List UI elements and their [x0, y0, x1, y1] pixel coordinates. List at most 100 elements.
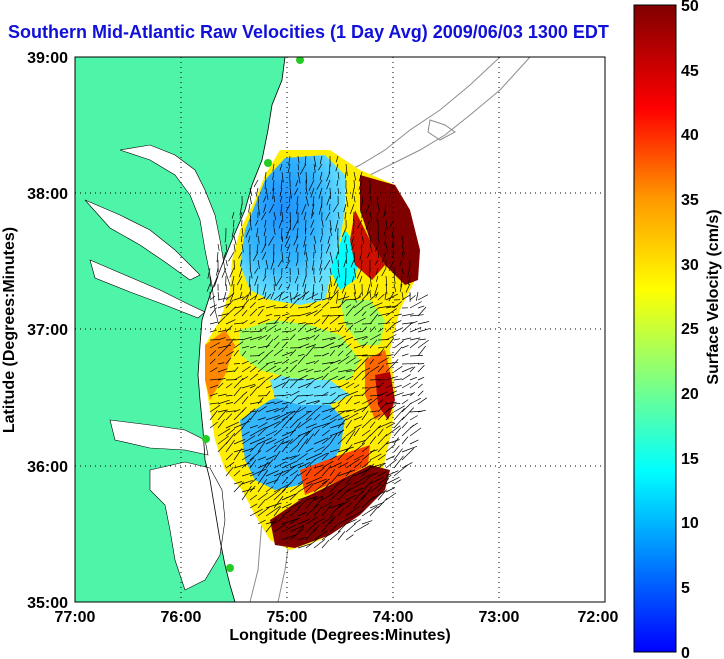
velocity-vector	[337, 482, 352, 493]
velocity-vector	[313, 405, 322, 413]
velocity-vector	[353, 384, 360, 389]
velocity-vector	[311, 291, 315, 300]
velocity-vector	[233, 349, 239, 357]
velocity-vector	[313, 530, 328, 541]
velocity-vector	[313, 359, 320, 365]
velocity-vector	[361, 235, 365, 244]
velocity-vector	[241, 366, 251, 373]
velocity-vector	[377, 391, 388, 397]
velocity-vector	[385, 455, 396, 461]
velocity-vector	[361, 479, 373, 493]
velocity-vector	[217, 441, 228, 453]
velocity-vector	[329, 502, 345, 509]
velocity-vector	[369, 307, 380, 317]
velocity-vector	[273, 400, 283, 405]
velocity-vector	[297, 374, 308, 381]
velocity-vector	[329, 462, 342, 469]
velocity-vector	[385, 384, 393, 389]
velocity-vector	[353, 359, 362, 365]
velocity-vector	[233, 296, 244, 301]
velocity-vector	[261, 243, 267, 254]
velocity-vector	[353, 354, 368, 357]
velocity-vector	[321, 418, 337, 429]
velocity-vector	[281, 316, 290, 325]
velocity-vector	[305, 171, 307, 184]
velocity-vector	[289, 359, 298, 365]
velocity-vector	[281, 518, 300, 525]
velocity-vector	[273, 488, 286, 501]
velocity-vector	[273, 361, 283, 365]
velocity-vector	[344, 235, 347, 243]
velocity-vector	[401, 402, 412, 413]
velocity-vector	[353, 454, 364, 461]
velocity-vector	[207, 267, 211, 279]
velocity-vector	[209, 378, 222, 381]
velocity-vector	[240, 259, 243, 267]
velocity-vector	[305, 410, 313, 413]
velocity-vector	[337, 524, 347, 533]
velocity-vector	[265, 489, 281, 501]
velocity-vector	[239, 291, 243, 299]
velocity-vector	[377, 365, 385, 373]
velocity-vector	[305, 538, 319, 549]
velocity-vector	[294, 275, 299, 284]
velocity-vector	[273, 461, 287, 469]
velocity-vector	[256, 227, 259, 238]
velocity-vector	[377, 312, 390, 317]
velocity-vector	[297, 291, 310, 301]
velocity-vector	[391, 251, 395, 258]
velocity-vector	[272, 179, 275, 192]
velocity-vector	[233, 481, 243, 485]
velocity-vector	[312, 171, 315, 180]
velocity-vector	[217, 316, 226, 325]
velocity-vector	[337, 429, 344, 437]
velocity-vector	[337, 340, 347, 349]
velocity-vector	[385, 405, 397, 413]
colorbar-tick-label: 30	[681, 257, 699, 274]
velocity-vector	[393, 405, 405, 413]
velocity-vector	[385, 487, 396, 493]
velocity-vector	[248, 203, 251, 213]
velocity-vector	[249, 468, 267, 477]
velocity-vector	[318, 163, 323, 171]
velocity-vector	[238, 251, 243, 259]
velocity-vector	[417, 294, 429, 301]
velocity-vector	[325, 211, 331, 221]
velocity-vector	[233, 427, 244, 437]
velocity-vector	[341, 291, 347, 304]
velocity-vector	[318, 203, 323, 215]
velocity-vector	[297, 417, 312, 429]
velocity-vector	[233, 329, 243, 333]
velocity-vector	[257, 479, 268, 493]
colorbar-tick-label: 15	[681, 451, 699, 468]
velocity-vector	[225, 402, 234, 405]
velocity-vector	[265, 430, 277, 437]
velocity-vector	[369, 291, 372, 299]
velocity-vector	[321, 342, 335, 349]
velocity-vector	[249, 508, 263, 517]
velocity-vector	[369, 195, 373, 206]
velocity-vector	[289, 482, 304, 493]
velocity-vector	[225, 325, 233, 333]
velocity-vector	[233, 259, 235, 270]
velocity-vector	[225, 453, 233, 461]
velocity-vector	[289, 297, 300, 309]
velocity-vector	[249, 336, 262, 341]
velocity-vector	[361, 387, 371, 397]
velocity-vector	[349, 203, 355, 215]
velocity-vector	[311, 203, 315, 216]
velocity-vector	[241, 320, 248, 325]
velocity-vector	[249, 373, 259, 381]
velocity-vector	[344, 171, 347, 179]
velocity-vector	[225, 439, 235, 453]
velocity-vector	[257, 469, 269, 485]
velocity-vector	[393, 445, 400, 453]
velocity-vector	[345, 395, 353, 405]
velocity-vector	[225, 351, 234, 357]
velocity-vector	[217, 399, 230, 405]
velocity-vector	[369, 326, 376, 333]
velocity-vector	[369, 424, 381, 437]
velocity-vector	[313, 329, 321, 333]
velocity-vector	[393, 346, 403, 357]
velocity-vector	[239, 203, 243, 216]
